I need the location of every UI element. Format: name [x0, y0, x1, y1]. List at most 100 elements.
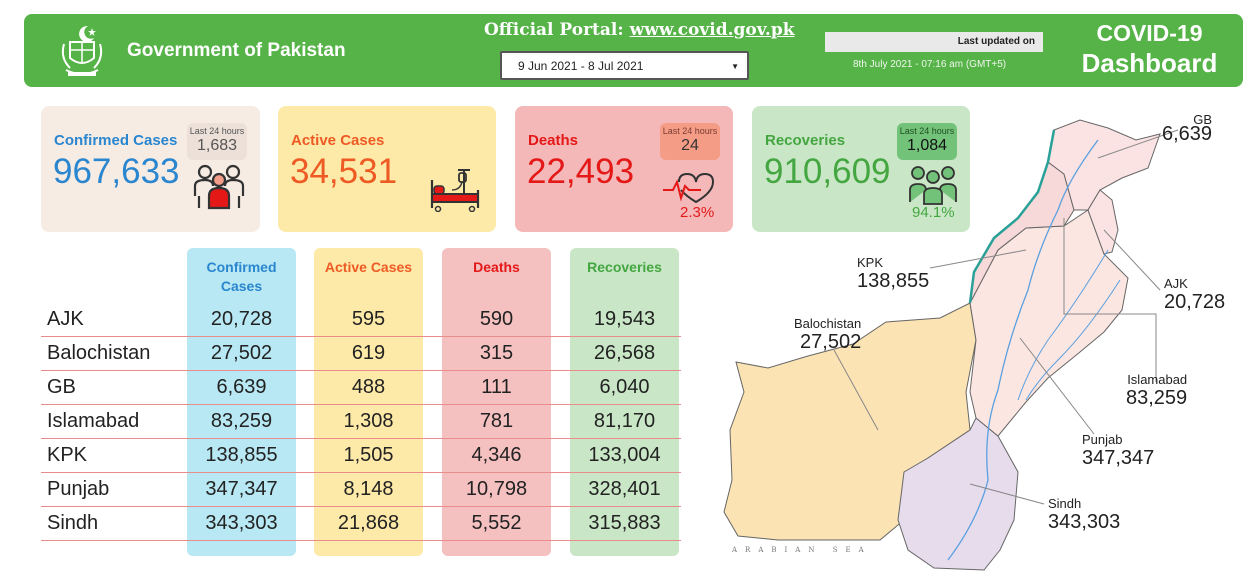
recoveries-column-header: Recoveries	[587, 259, 662, 275]
deaths-label: Deaths	[528, 132, 579, 149]
region-name: AJK	[47, 308, 84, 330]
table-row: AJK 20,728 595 590 19,543	[41, 303, 681, 337]
deaths-last24-badge: Last 24 hours 24	[660, 123, 720, 160]
deaths-card: Deaths 22,493 Last 24 hours 24 2.3%	[515, 106, 733, 232]
recoveries-cell: 81,170	[593, 410, 656, 432]
deaths-cell: 781	[479, 410, 514, 432]
confirmed-last24-badge: Last 24 hours 1,683	[187, 123, 247, 160]
region-name: KPK	[47, 444, 88, 466]
dashboard-title-line2: Dashboard	[1081, 48, 1218, 78]
recoveries-cell: 133,004	[588, 444, 661, 466]
map-label-islamabad: Islamabad 83,259	[1126, 372, 1187, 410]
map-river	[1025, 279, 1121, 401]
map-region-gb	[1047, 119, 1161, 211]
map-label-punjab: Punjab 347,347	[1082, 432, 1154, 470]
confirmed-cell: 138,855	[205, 444, 278, 466]
recoveries-column: Recoveries	[570, 248, 679, 556]
deaths-cell: 315	[479, 342, 514, 364]
deaths-cell: 5,552	[471, 512, 522, 534]
confirmed-column-header: Confirmed Cases	[206, 259, 277, 294]
region-name: GB	[47, 376, 76, 398]
confirmed-cell: 343,303	[205, 512, 278, 534]
row-divider	[41, 540, 681, 541]
official-portal: Official Portal: www.covid.gov.pk	[484, 20, 795, 40]
confirmed-column: Confirmed Cases	[187, 248, 296, 556]
table-row: Islamabad 83,259 1,308 781 81,170	[41, 405, 681, 439]
balochistan-value: 27,502	[800, 331, 862, 353]
recoveries-cell: 19,543	[593, 308, 656, 330]
active-value: 34,531	[290, 152, 398, 191]
confirmed-cell: 20,728	[210, 308, 273, 330]
table-row: Punjab 347,347 8,148 10,798 328,401	[41, 473, 681, 507]
row-divider	[41, 404, 681, 405]
recoveries-percent: 94.1%	[912, 204, 955, 221]
map-graphic	[723, 119, 1179, 571]
punjab-label: Punjab	[1082, 432, 1123, 447]
last-updated-label: Last updated on	[825, 32, 1043, 52]
active-column-header: Active Cases	[324, 259, 413, 275]
recoveries-last24-label: Last 24 hours	[899, 126, 955, 136]
row-divider	[41, 336, 681, 337]
deaths-last24-label: Last 24 hours	[662, 126, 718, 136]
last-updated-time: 8th July 2021 - 07:16 am (GMT+5)	[853, 59, 1007, 70]
header-bar: Government of Pakistan Official Portal: …	[24, 14, 1243, 87]
people-group-icon	[193, 164, 245, 210]
active-cell: 8,148	[343, 478, 394, 500]
map-label-balochistan: Balochistan 27,502	[794, 316, 861, 354]
confirmed-last24-label: Last 24 hours	[189, 126, 245, 136]
active-label: Active Cases	[291, 132, 385, 149]
recoveries-cell: 328,401	[588, 478, 661, 500]
islamabad-label: Islamabad	[1127, 372, 1188, 387]
state-emblem-icon	[61, 25, 103, 76]
map-river	[1017, 249, 1109, 401]
deaths-cell: 111	[481, 376, 512, 398]
region-name: Islamabad	[47, 410, 140, 432]
portal-label: Official Portal:	[484, 20, 624, 40]
ajk-label: AJK	[1164, 276, 1188, 291]
heartbeat-icon	[663, 172, 715, 204]
happy-people-icon	[909, 166, 957, 205]
date-range-value: 9 Jun 2021 - 8 Jul 2021	[518, 59, 644, 73]
dashboard-title-line1: COVID-19	[1096, 20, 1203, 46]
deaths-cell: 590	[479, 308, 514, 330]
sindh-label: Sindh	[1048, 496, 1082, 511]
dashboard-title: COVID-19 Dashboard	[1062, 18, 1237, 78]
recoveries-last24-value: 1,084	[906, 137, 948, 154]
recoveries-card: Recoveries 910,609 Last 24 hours 1,084 9…	[752, 106, 970, 232]
table-row: Sindh 343,303 21,868 5,552 315,883	[41, 507, 681, 541]
map-sea-label: ARABIAN SEA	[732, 546, 872, 554]
table-row: GB 6,639 488 111 6,040	[41, 371, 681, 405]
recoveries-last24-badge: Last 24 hours 1,084	[897, 123, 957, 160]
region-name: Sindh	[47, 512, 99, 534]
confirmed-cell: 347,347	[205, 478, 278, 500]
table-row: Balochistan 27,502 619 315 26,568	[41, 337, 681, 371]
kpk-value: 138,855	[857, 270, 930, 292]
active-cell: 1,505	[343, 444, 394, 466]
map-label-kpk: KPK 138,855	[857, 255, 929, 293]
deaths-cell: 10,798	[465, 478, 528, 500]
recoveries-cell: 315,883	[588, 512, 661, 534]
confirmed-value: 967,633	[53, 152, 180, 191]
recoveries-cell: 26,568	[593, 342, 656, 364]
deaths-column: Deaths	[442, 248, 551, 556]
gb-label: GB	[1193, 112, 1213, 127]
deaths-column-header: Deaths	[473, 259, 520, 275]
active-cell: 21,868	[337, 512, 400, 534]
recoveries-cell: 6,040	[599, 376, 650, 398]
deaths-value: 22,493	[527, 152, 635, 191]
active-cases-card: Active Cases 34,531	[278, 106, 496, 232]
confirmed-cell: 27,502	[210, 342, 273, 364]
table-row: KPK 138,855 1,505 4,346 133,004	[41, 439, 681, 473]
active-cell: 595	[351, 308, 386, 330]
confirmed-cell: 6,639	[216, 376, 267, 398]
gb-value: 6,639	[1162, 123, 1213, 145]
active-cell: 488	[351, 376, 386, 398]
balochistan-label: Balochistan	[794, 316, 862, 331]
date-range-dropdown[interactable]: 9 Jun 2021 - 8 Jul 2021 ▼	[500, 51, 749, 80]
map-label-sindh: Sindh 343,303	[1048, 496, 1120, 534]
kpk-label: KPK	[857, 255, 884, 270]
row-divider	[41, 438, 681, 439]
confirmed-label: Confirmed Cases	[54, 132, 178, 149]
portal-link[interactable]: www.covid.gov.pk	[629, 20, 795, 40]
region-name: Balochistan	[47, 342, 151, 364]
